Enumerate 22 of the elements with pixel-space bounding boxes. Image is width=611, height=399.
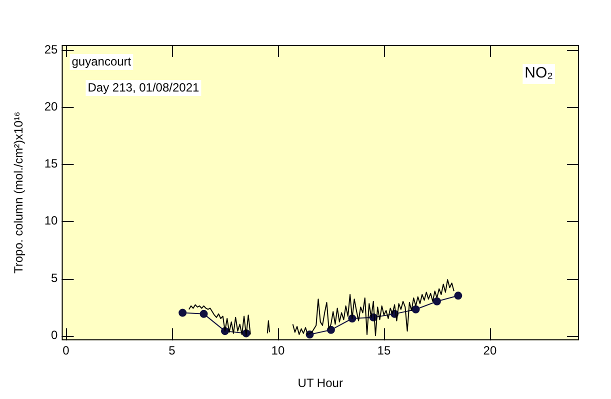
annotation: NO₂ xyxy=(524,64,554,82)
y-tick-label: 25 xyxy=(44,42,58,56)
y-axis-title: Tropo. column (mol./cm²)x10¹⁶ xyxy=(12,112,26,274)
x-tick-label: 20 xyxy=(483,344,497,358)
y-tick-label: 20 xyxy=(44,100,58,114)
point xyxy=(412,305,420,314)
y-tick-label: 10 xyxy=(44,214,58,228)
annotation: Day 213, 01/08/2021 xyxy=(88,80,200,94)
x-tick-label: 5 xyxy=(168,344,176,358)
point xyxy=(326,326,335,334)
point xyxy=(454,292,462,300)
annotation: guyancourt xyxy=(72,54,132,68)
x-tick-label: 0 xyxy=(62,344,70,358)
y-tick-label: 0 xyxy=(51,328,58,342)
x-axis-title: UT Hour xyxy=(298,376,343,390)
point xyxy=(432,297,441,306)
point xyxy=(200,310,208,318)
y-tick-label: 5 xyxy=(51,270,58,285)
x-tick-label: 10 xyxy=(271,344,285,358)
y-tick-label: 15 xyxy=(44,156,58,171)
x-tick-label: 15 xyxy=(377,344,391,358)
point xyxy=(178,308,187,317)
